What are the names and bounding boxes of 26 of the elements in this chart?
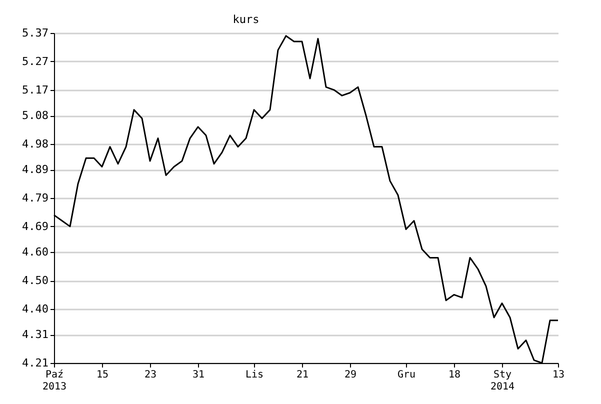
- x-tick-label: Gru: [397, 370, 416, 380]
- x-tick-label: Paź 2013: [42, 368, 67, 392]
- x-tick-label: Lis: [245, 370, 264, 380]
- x-tick-label: 23: [144, 370, 157, 380]
- y-tick-label: 4.69: [22, 220, 48, 233]
- y-tick-label: 5.37: [22, 26, 48, 40]
- x-tick-label: 31: [192, 370, 205, 380]
- x-tick-label: Sty 2014: [490, 370, 515, 392]
- y-tick-label: 4.50: [22, 274, 48, 287]
- y-tick-label: 5.27: [22, 54, 48, 68]
- y-tick-label: 4.98: [22, 137, 48, 150]
- chart-title: kurs: [232, 13, 260, 26]
- y-tick-label: 5.17: [22, 83, 48, 96]
- y-tick-label: 5.08: [22, 109, 48, 122]
- x-tick-label: 18: [448, 370, 461, 380]
- y-tick-label: 4.79: [22, 192, 48, 204]
- y-tick-label: 4.89: [22, 163, 48, 176]
- y-tick-label: 4.60: [22, 246, 48, 259]
- y-tick-label: 4.31: [22, 328, 48, 342]
- x-tick-label: 13: [552, 370, 565, 380]
- x-tick-label: 21: [296, 370, 309, 380]
- y-tick-label: 4.21: [22, 356, 48, 370]
- x-tick-label: 15: [96, 370, 109, 380]
- x-tick-label: 29: [344, 370, 357, 380]
- line-series: [53, 35, 559, 364]
- y-tick-label: 4.40: [22, 302, 48, 316]
